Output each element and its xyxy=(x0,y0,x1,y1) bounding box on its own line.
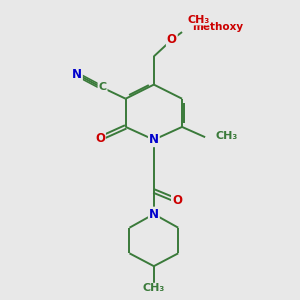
Text: O: O xyxy=(95,132,105,145)
Text: O: O xyxy=(167,33,177,46)
Text: CH₃: CH₃ xyxy=(143,283,165,293)
Text: O: O xyxy=(172,194,182,207)
Text: CH₃: CH₃ xyxy=(187,15,209,25)
Text: C: C xyxy=(98,82,106,92)
Text: N: N xyxy=(72,68,82,81)
Text: methoxy: methoxy xyxy=(192,22,243,32)
Text: N: N xyxy=(149,133,159,146)
Text: CH₃: CH₃ xyxy=(215,131,238,141)
Text: N: N xyxy=(149,208,159,220)
